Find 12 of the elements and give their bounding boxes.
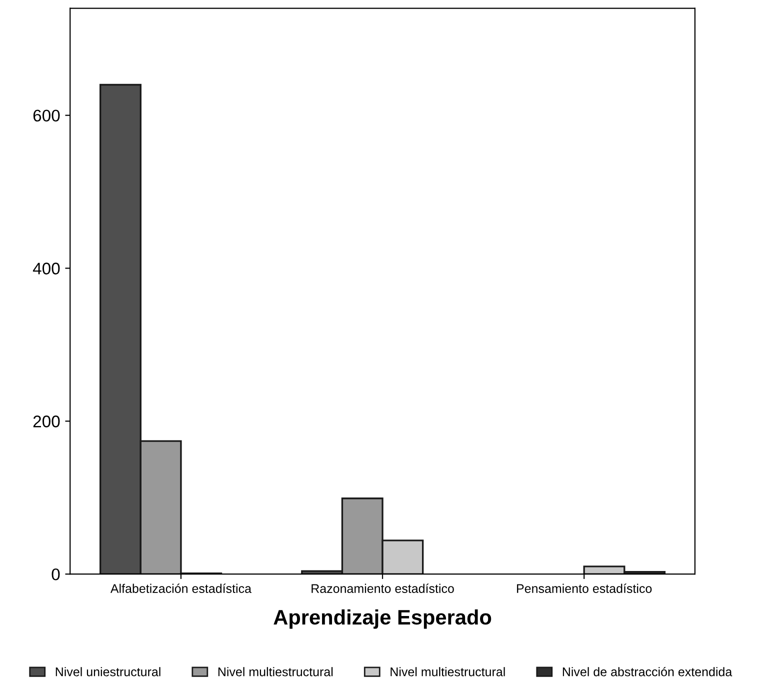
y-tick-label: 400	[32, 262, 60, 274]
x-axis-title: Aprendizaje Esperado	[274, 609, 492, 629]
x-tick-label: Pensamiento estadístico	[517, 584, 652, 593]
legend-label: Nivel de abstracción extendida	[562, 666, 732, 676]
y-tick-label: 0	[52, 568, 60, 580]
x-tick-label: Razonamiento estadístico	[312, 584, 454, 593]
x-tick-label: Alfabetización estadística	[110, 584, 252, 593]
y-tick-label: 200	[33, 416, 60, 428]
legend-label: Nivel multiestructural	[218, 667, 333, 676]
legend-label: Nivel multiestructural	[390, 667, 505, 676]
legend-label: Nivel uniestructural	[56, 667, 160, 676]
y-tick-label: 600	[33, 110, 60, 122]
